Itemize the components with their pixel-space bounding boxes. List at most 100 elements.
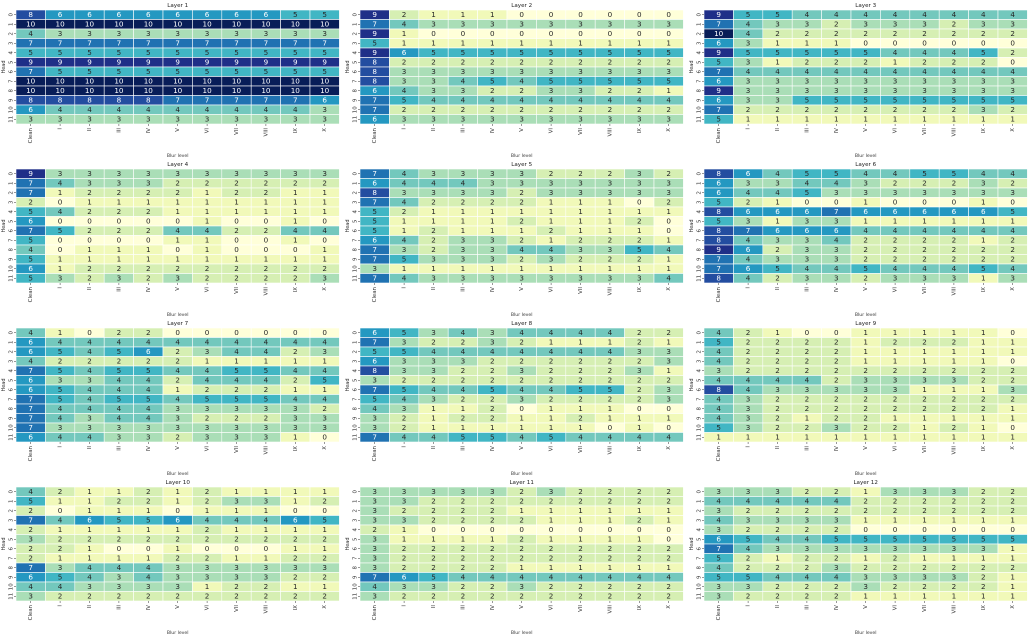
cell-value-label: 2	[746, 506, 751, 515]
cell-value-label: 2	[58, 592, 63, 601]
cell-value-label: 2	[264, 274, 269, 283]
cell-value-label: 3	[637, 169, 642, 178]
cell-value-label: 6	[87, 516, 92, 525]
cell-value-label: 3	[637, 115, 642, 124]
cell-value-label: 5	[87, 67, 92, 76]
cell-value-label: 0	[834, 198, 839, 207]
y-tick-label: 1	[697, 23, 703, 26]
cell-value-label: 3	[461, 236, 466, 245]
cell-value-label: 6	[775, 207, 780, 216]
cell-value-label: 3	[981, 105, 986, 114]
cell-value-label: 9	[28, 169, 33, 178]
cell-value-label: 2	[637, 255, 642, 264]
y-tick-label: 10	[697, 424, 703, 431]
cell-value-label: 5	[146, 395, 151, 404]
cell-value-label: 0	[666, 226, 671, 235]
cell-value-label: 2	[1010, 497, 1015, 506]
cell-value-label: 2	[234, 188, 239, 197]
cell-value-label: 2	[1010, 255, 1015, 264]
cell-value-label: 4	[716, 357, 721, 366]
cell-value-label: 2	[402, 105, 407, 114]
cell-value-label: 2	[264, 385, 269, 394]
cell-value-label: 6	[175, 516, 180, 525]
cell-value-label: 2	[402, 423, 407, 432]
y-tick-label: 5	[697, 379, 703, 382]
cell-value-label: 4	[402, 395, 407, 404]
cell-value-label: 5	[863, 535, 868, 544]
cell-value-label: 5	[637, 77, 642, 86]
cell-value-label: 1	[666, 516, 671, 525]
cell-value-label: 2	[87, 592, 92, 601]
cell-value-label: 2	[146, 274, 151, 283]
cell-value-label: 2	[775, 582, 780, 591]
cell-value-label: 3	[775, 86, 780, 95]
x-tick-label: II	[87, 287, 93, 291]
y-tick-label: 11	[353, 116, 359, 123]
cell-value-label: 7	[372, 169, 377, 178]
cell-value-label: 1	[87, 198, 92, 207]
cell-value-label: 3	[234, 404, 239, 413]
cell-value-label: 3	[637, 274, 642, 283]
cell-value-label: 1	[461, 39, 466, 48]
cell-value-label: 3	[1010, 385, 1015, 394]
y-tick-label: 10	[353, 424, 359, 431]
cell-value-label: 1	[87, 554, 92, 563]
cell-value-label: 4	[922, 226, 927, 235]
x-tick-label: VII	[234, 287, 240, 294]
cell-value-label: 2	[666, 328, 671, 337]
x-tick-label: I	[58, 128, 64, 130]
cell-value-label: 3	[372, 554, 377, 563]
y-tick-label: 1	[9, 341, 15, 344]
cell-value-label: 3	[834, 188, 839, 197]
y-tick-label: 2	[353, 191, 359, 194]
cell-value-label: 2	[608, 255, 613, 264]
cell-value-label: 7	[716, 255, 721, 264]
cell-value-label: 1	[549, 404, 554, 413]
x-tick-label: IV	[490, 128, 496, 134]
cell-value-label: 0	[1010, 423, 1015, 432]
cell-value-label: 10	[173, 20, 183, 29]
cell-value-label: 2	[549, 226, 554, 235]
cell-value-label: 2	[293, 347, 298, 356]
x-tick-label: II	[775, 128, 781, 132]
cell-value-label: 5	[893, 96, 898, 105]
cell-value-label: 5	[117, 366, 122, 375]
y-tick-label: 11	[9, 434, 15, 441]
cell-value-label: 4	[805, 10, 810, 19]
cell-value-label: 4	[775, 535, 780, 544]
cell-value-label: 1	[893, 357, 898, 366]
cell-value-label: 2	[922, 58, 927, 67]
cell-value-label: 5	[746, 535, 751, 544]
x-tick-label: X	[1010, 128, 1016, 132]
cell-value-label: 2	[805, 347, 810, 356]
cell-value-label: 7	[87, 39, 92, 48]
cell-value-label: 1	[490, 535, 495, 544]
cell-value-label: 2	[402, 207, 407, 216]
cell-value-label: 3	[805, 255, 810, 264]
cell-value-label: 2	[981, 404, 986, 413]
cell-value-label: 1	[952, 328, 957, 337]
y-tick-label: 3	[9, 42, 15, 45]
y-tick-label: 3	[697, 519, 703, 522]
x-tick-label: III	[116, 128, 122, 133]
cell-value-label: 2	[549, 395, 554, 404]
cell-value-label: 2	[402, 376, 407, 385]
cell-value-label: 1	[834, 115, 839, 124]
y-tick-label: 2	[9, 191, 15, 194]
cell-value-label: 0	[637, 10, 642, 19]
cell-value-label: 2	[893, 255, 898, 264]
cell-value-label: 4	[146, 376, 151, 385]
cell-value-label: 1	[549, 236, 554, 245]
y-tick-label: 7	[353, 557, 359, 560]
cell-value-label: 2	[490, 86, 495, 95]
y-tick-label: 7	[9, 557, 15, 560]
cell-value-label: 1	[549, 563, 554, 572]
cell-value-label: 3	[578, 245, 583, 254]
cell-value-label: 2	[834, 376, 839, 385]
y-tick-label: 8	[353, 247, 359, 251]
cell-value-label: 7	[264, 39, 269, 48]
cell-value-label: 3	[519, 115, 524, 124]
cell-value-label: 2	[461, 338, 466, 347]
cell-value-label: 6	[372, 115, 377, 124]
cell-value-label: 1	[893, 347, 898, 356]
